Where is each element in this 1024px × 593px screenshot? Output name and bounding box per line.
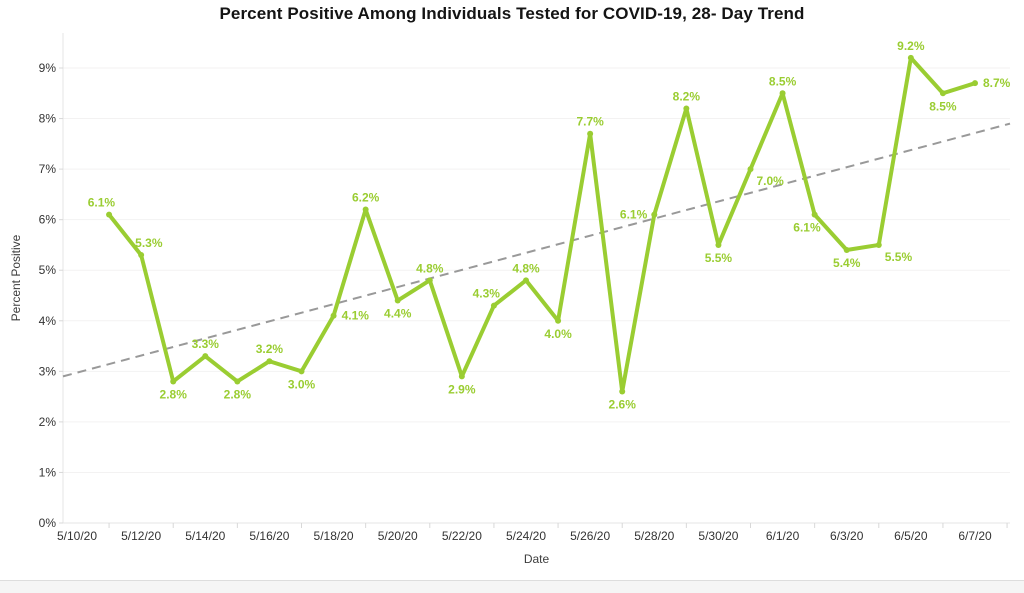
- data-point[interactable]: [202, 353, 209, 360]
- data-point-label: 8.5%: [769, 74, 797, 88]
- data-point-label: 2.6%: [609, 398, 637, 412]
- data-point-label: 4.4%: [384, 307, 412, 321]
- data-point[interactable]: [523, 277, 529, 284]
- data-point-label: 8.5%: [929, 99, 957, 113]
- y-tick-label: 0%: [39, 516, 57, 530]
- x-tick-label: 6/1/20: [766, 529, 800, 543]
- trend-line: [62, 122, 1011, 378]
- x-tick-label: 5/18/20: [314, 529, 354, 543]
- data-point-label: 2.8%: [224, 387, 252, 401]
- data-point-label: 8.7%: [983, 76, 1011, 90]
- x-tick-label: 5/26/20: [570, 529, 610, 543]
- data-point-label: 6.1%: [88, 196, 116, 210]
- x-tick-label: 6/3/20: [830, 529, 864, 543]
- x-tick-label: 5/30/20: [698, 529, 738, 543]
- y-tick-label: 4%: [39, 314, 57, 328]
- x-tick-label: 6/7/20: [958, 529, 992, 543]
- data-point-label: 6.1%: [793, 221, 821, 235]
- x-tick-label: 5/24/20: [506, 529, 546, 543]
- data-point[interactable]: [972, 80, 978, 87]
- data-point-label: 6.2%: [352, 191, 380, 205]
- x-axis-title: Date: [523, 552, 550, 566]
- data-point-label: 5.5%: [885, 250, 913, 264]
- data-point-label: 4.1%: [342, 309, 370, 323]
- data-point[interactable]: [939, 90, 946, 97]
- data-point-label: 4.8%: [416, 261, 444, 275]
- data-point[interactable]: [555, 317, 562, 324]
- data-point-label: 3.2%: [256, 342, 284, 356]
- data-point-label: 9.2%: [897, 39, 925, 53]
- y-tick-label: 5%: [39, 263, 57, 277]
- data-point[interactable]: [362, 206, 369, 213]
- y-tick-label: 3%: [39, 364, 57, 378]
- data-point[interactable]: [619, 388, 626, 395]
- data-line: [107, 55, 977, 394]
- data-point-label: 7.7%: [576, 115, 604, 129]
- data-point[interactable]: [747, 166, 754, 173]
- y-tick-label: 2%: [39, 415, 57, 429]
- data-point[interactable]: [490, 302, 497, 309]
- data-point-label: 4.3%: [473, 287, 501, 301]
- data-point[interactable]: [170, 378, 177, 385]
- data-point-label: 6.1%: [620, 208, 648, 222]
- data-point[interactable]: [458, 373, 465, 380]
- data-point-label: 8.2%: [673, 89, 701, 103]
- data-point-label: 5.5%: [705, 251, 733, 265]
- x-tick-label: 5/14/20: [185, 529, 225, 543]
- x-tick-label: 5/16/20: [249, 529, 289, 543]
- data-point[interactable]: [298, 368, 305, 375]
- y-tick-label: 6%: [39, 213, 57, 227]
- data-point-label: 7.0%: [757, 174, 785, 188]
- x-tick-label: 5/20/20: [378, 529, 418, 543]
- data-point[interactable]: [106, 211, 113, 218]
- x-tick-label: 5/12/20: [121, 529, 161, 543]
- data-point[interactable]: [907, 54, 914, 61]
- chart-title: Percent Positive Among Individuals Teste…: [219, 4, 805, 23]
- data-point-label: 5.4%: [833, 256, 861, 270]
- data-point[interactable]: [875, 241, 882, 248]
- data-point[interactable]: [138, 252, 145, 259]
- data-point[interactable]: [234, 378, 241, 385]
- y-tick-label: 9%: [39, 61, 57, 75]
- footer-strip: [0, 580, 1024, 593]
- data-point[interactable]: [843, 247, 850, 253]
- data-point[interactable]: [715, 241, 722, 248]
- y-tick-label: 7%: [39, 162, 57, 176]
- data-point-label: 4.0%: [544, 327, 572, 341]
- x-tick-label: 6/5/20: [894, 529, 928, 543]
- line-chart-canvas: 0% 1% 2% 3% 4% 5% 6% 7% 8% 9% 5/10/20 5/12/20 5/14/2…: [39, 33, 1011, 543]
- x-tick-label: 5/22/20: [442, 529, 482, 543]
- data-point-label: 3.3%: [192, 337, 220, 351]
- data-point-label: 2.9%: [448, 382, 476, 396]
- y-tick-label: 1%: [39, 465, 57, 479]
- y-tick-label: 8%: [39, 112, 57, 126]
- data-point[interactable]: [394, 297, 401, 304]
- data-point[interactable]: [330, 312, 337, 319]
- data-point-label: 3.0%: [288, 377, 316, 391]
- data-point[interactable]: [651, 211, 658, 218]
- x-tick-label: 5/10/20: [57, 529, 97, 543]
- data-point[interactable]: [587, 130, 594, 137]
- data-point[interactable]: [266, 358, 273, 365]
- x-tick-label: 5/28/20: [634, 529, 674, 543]
- y-axis-title: Percent Positive: [9, 234, 23, 322]
- data-point[interactable]: [426, 277, 433, 284]
- data-point[interactable]: [811, 211, 818, 218]
- data-point[interactable]: [683, 105, 690, 112]
- data-point[interactable]: [779, 90, 786, 97]
- data-point-label: 2.8%: [160, 387, 188, 401]
- data-point-label: 5.3%: [135, 236, 163, 250]
- data-point-label: 4.8%: [512, 261, 540, 275]
